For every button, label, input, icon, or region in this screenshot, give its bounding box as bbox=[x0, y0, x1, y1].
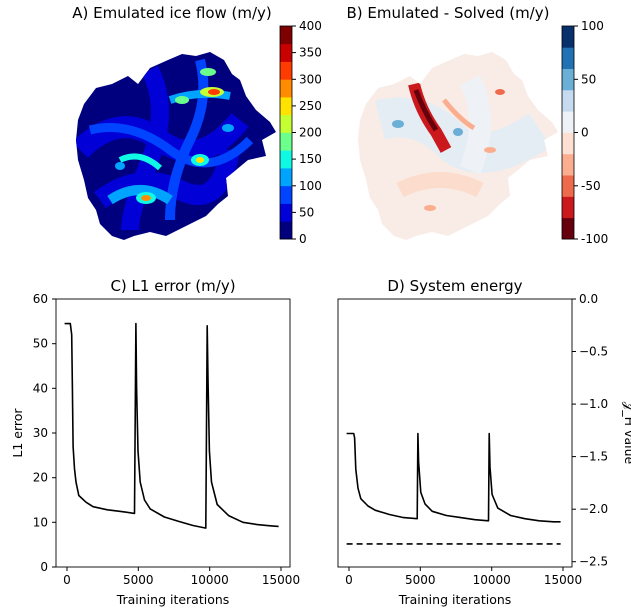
series-line bbox=[346, 432, 561, 523]
colorbar-b-tick: 0 bbox=[581, 126, 589, 140]
colorbar-band bbox=[562, 217, 574, 240]
panel-c-ylabel: L1 error bbox=[10, 408, 25, 458]
difference-map bbox=[358, 52, 558, 240]
colorbar-a: 400 350 300 250 200 150 100 50 0 bbox=[279, 19, 322, 246]
panel-d-ytick: −2.5 bbox=[579, 555, 608, 569]
colorbar-a-tick: 0 bbox=[299, 232, 307, 246]
colorbar-band bbox=[562, 26, 574, 48]
panel-c: C) L1 error (m/y) 0 5000 10000 15000 0 1… bbox=[10, 277, 300, 607]
panel-d-frame bbox=[337, 298, 573, 568]
panel-c-xtick: 5000 bbox=[123, 573, 154, 587]
panel-d-ytick: −2.0 bbox=[579, 502, 608, 516]
colorbar-band bbox=[562, 89, 574, 112]
panel-c-marks bbox=[64, 322, 279, 529]
panel-b-title: B) Emulated - Solved (m/y) bbox=[347, 4, 550, 22]
colorbar-band bbox=[280, 43, 292, 62]
colorbar-band bbox=[280, 168, 292, 187]
panel-c-ytick: 10 bbox=[33, 515, 48, 529]
panel-c-ytick: 60 bbox=[33, 292, 48, 306]
panel-d-ytick: 0.0 bbox=[579, 292, 598, 306]
panel-c-ytick: 40 bbox=[33, 381, 48, 395]
colorbar-b-tick: -50 bbox=[581, 179, 601, 193]
panel-d-xtick: 0 bbox=[345, 573, 353, 587]
panel-c-xtick: 10000 bbox=[191, 573, 229, 587]
colorbar-band bbox=[562, 175, 574, 197]
colorbar-band bbox=[280, 79, 292, 98]
panel-c-ytick: 30 bbox=[33, 426, 48, 440]
colorbar-a-tick: 400 bbox=[299, 19, 322, 33]
colorbar-band bbox=[562, 196, 574, 219]
panel-d-marks bbox=[346, 432, 561, 545]
series-line bbox=[64, 322, 279, 529]
colorbar-band bbox=[562, 111, 574, 133]
colorbar-band bbox=[562, 68, 574, 91]
panel-c-ytick: 0 bbox=[40, 560, 48, 574]
colorbar-band bbox=[562, 153, 574, 176]
colorbar-band bbox=[280, 185, 292, 204]
panel-d-xticks: 0 5000 10000 15000 bbox=[345, 567, 582, 587]
colorbar-a-tick: 350 bbox=[299, 46, 322, 60]
colorbar-band bbox=[280, 132, 292, 151]
panel-d-ytick: −1.5 bbox=[579, 450, 608, 464]
colorbar-b-tick: 100 bbox=[581, 19, 604, 33]
colorbar-band bbox=[280, 150, 292, 169]
panel-d-xlabel: Training iterations bbox=[398, 592, 512, 607]
panel-c-frame bbox=[55, 298, 291, 568]
colorbar-a-ticks: 400 350 300 250 200 150 100 50 0 bbox=[292, 19, 322, 246]
panel-d: D) System energy 0 5000 10000 15000 0.0 … bbox=[337, 277, 631, 607]
colorbar-a-tick: 250 bbox=[299, 99, 322, 113]
panel-a: A) Emulated ice flow (m/y) bbox=[72, 4, 322, 246]
colorbar-b-tick: -100 bbox=[581, 232, 608, 246]
panel-c-xticks: 0 5000 10000 15000 bbox=[63, 567, 300, 587]
panel-d-ytick: −0.5 bbox=[579, 345, 608, 359]
colorbar-band bbox=[280, 97, 292, 116]
panel-d-xtick: 15000 bbox=[544, 573, 582, 587]
panel-c-ytick: 20 bbox=[33, 471, 48, 485]
panel-a-title: A) Emulated ice flow (m/y) bbox=[72, 4, 272, 22]
colorbar-band bbox=[280, 61, 292, 80]
panel-c-xlabel: Training iterations bbox=[116, 592, 230, 607]
panel-c-yticks: 0 10 20 30 40 50 60 bbox=[33, 292, 56, 574]
colorbar-b: 100 50 0 -50 -100 bbox=[561, 19, 608, 246]
panel-d-ytick: −1.0 bbox=[579, 397, 608, 411]
colorbar-band bbox=[280, 26, 292, 45]
panel-d-xtick: 5000 bbox=[405, 573, 436, 587]
colorbar-band bbox=[562, 132, 574, 155]
colorbar-band bbox=[280, 203, 292, 222]
panel-d-xtick: 10000 bbox=[473, 573, 511, 587]
panel-c-xtick: 15000 bbox=[262, 573, 300, 587]
colorbar-band bbox=[562, 47, 574, 69]
panel-d-yticks: 0.0 −0.5 −1.0 −1.5 −2.0 −2.5 bbox=[572, 292, 608, 569]
colorbar-a-tick: 150 bbox=[299, 152, 322, 166]
colorbar-a-tick: 300 bbox=[299, 72, 322, 86]
panel-c-title: C) L1 error (m/y) bbox=[110, 277, 235, 295]
colorbar-band bbox=[280, 221, 292, 240]
colorbar-band bbox=[280, 114, 292, 133]
panel-d-ylabel: 𝒥_H value bbox=[622, 402, 631, 465]
colorbar-b-tick: 50 bbox=[581, 72, 596, 86]
colorbar-b-ticks: 100 50 0 -50 -100 bbox=[574, 19, 608, 246]
ice-flow-map bbox=[76, 52, 276, 240]
colorbar-a-tick: 50 bbox=[299, 205, 314, 219]
panel-c-xtick: 0 bbox=[63, 573, 71, 587]
colorbar-a-tick: 200 bbox=[299, 126, 322, 140]
colorbar-a-tick: 100 bbox=[299, 179, 322, 193]
panel-c-ytick: 50 bbox=[33, 337, 48, 351]
panel-b: B) Emulated - Solved (m/y) 100 50 0 -50 bbox=[347, 4, 609, 246]
panel-d-title: D) System energy bbox=[387, 277, 522, 295]
